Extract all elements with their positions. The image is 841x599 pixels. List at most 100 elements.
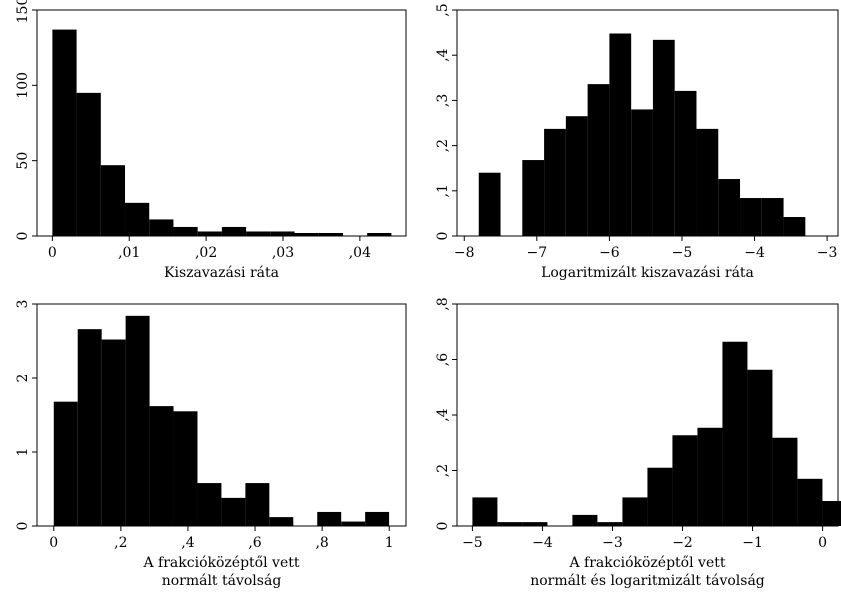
histogram-bar-1	[478, 172, 501, 236]
histogram-bar-15	[783, 217, 806, 236]
x-tick-label: ,04	[349, 245, 371, 261]
histogram-bar-5	[149, 406, 174, 526]
histogram-bar-11	[696, 128, 719, 236]
x-axis-label: normált és logaritmizált távolság	[530, 573, 765, 589]
x-tick-label: −3	[602, 535, 623, 551]
histogram-bar-5	[565, 116, 588, 236]
histogram-bar-7	[609, 33, 632, 236]
x-tick-label: −5	[672, 245, 693, 261]
y-tick-label: 0	[15, 522, 31, 531]
histogram-panel-3: 0 ,2 ,4 ,6 ,8 1 0 1 2 3 A frakcióközéptől vett norm…	[15, 300, 407, 589]
y-tick-label: ,2	[435, 464, 451, 477]
histogram-bar-7	[197, 231, 222, 236]
x-tick-label: −8	[454, 245, 475, 261]
histogram-bar-12	[317, 511, 342, 526]
y-tick-label: 50	[15, 152, 31, 170]
histogram-bar-3	[100, 165, 126, 236]
histogram-bar-9	[245, 483, 270, 526]
y-tick-label: 150	[15, 0, 31, 23]
y-tick-label: ,6	[435, 353, 451, 366]
histogram-bar-9	[246, 231, 271, 236]
x-tick-label: −4	[532, 535, 553, 551]
x-tick-label: 0	[49, 535, 58, 551]
histogram-bar-11	[294, 232, 319, 236]
y-tick-label: ,5	[435, 3, 451, 16]
histogram-bar-6	[173, 226, 198, 236]
x-tick-label: ,6	[248, 535, 261, 551]
histogram-bar-15	[822, 501, 841, 526]
histogram-bar-5	[572, 514, 598, 526]
x-axis-label: Kiszavazási ráta	[164, 265, 279, 281]
histogram-bar-10	[270, 231, 295, 236]
histogram-bar-12	[718, 179, 741, 236]
x-tick-label: ,03	[272, 245, 294, 261]
histogram-bar-8	[631, 109, 653, 236]
histogram-bar-5	[149, 219, 174, 236]
histogram-bar-9	[652, 39, 675, 236]
x-tick-label: −2	[672, 535, 693, 551]
x-tick-label: ,2	[114, 535, 127, 551]
histogram-bar-14	[365, 511, 390, 526]
histogram-bar-6	[597, 522, 623, 526]
histogram-bar-4	[125, 202, 150, 236]
histogram-bar-8	[221, 497, 246, 526]
y-tick-label: ,4	[435, 408, 451, 421]
histogram-bar-10	[697, 427, 723, 526]
x-axis-label: A frakcióközéptől vett	[143, 555, 300, 571]
x-tick-label: −3	[817, 245, 838, 261]
histogram-panel-1: 0 ,01 ,02 ,03 ,04 0 50 100 150 Kiszavazási ráta	[15, 0, 407, 281]
histogram-bar-1	[472, 497, 498, 526]
y-tick-label: ,4	[435, 48, 451, 61]
x-tick-label: 0	[818, 535, 827, 551]
histogram-bar-2	[497, 522, 523, 526]
histogram-bar-13	[740, 198, 762, 236]
x-axis-label: Logaritmizált kiszavazási ráta	[541, 265, 754, 281]
histogram-bar-3	[522, 160, 545, 236]
histogram-panel-2: −8 −7 −6 −5 −4 −3 0 ,1 ,2 ,3 ,4 ,5 Logaritmizált kis…	[435, 3, 839, 281]
x-tick-label: −7	[527, 245, 548, 261]
y-tick-label: 100	[15, 72, 31, 99]
x-tick-label: ,4	[181, 535, 194, 551]
histogram-bar-8	[647, 467, 673, 526]
histogram-bar-14	[797, 478, 823, 526]
histogram-bar-13	[341, 521, 366, 526]
x-tick-label: −5	[462, 535, 483, 551]
x-tick-label: ,02	[195, 245, 217, 261]
x-axis-label: A frakcióközéptől vett	[569, 555, 726, 571]
y-tick-label: 0	[15, 232, 31, 241]
y-tick-label: ,8	[435, 297, 451, 310]
histogram-bar-14	[761, 198, 784, 236]
histogram-bar-13	[772, 437, 798, 526]
y-tick-label: 0	[435, 522, 451, 531]
x-tick-label: −6	[599, 245, 620, 261]
x-axis-label: normált távolság	[162, 573, 282, 589]
x-tick-label: −1	[742, 535, 763, 551]
x-tick-label: −4	[744, 245, 765, 261]
x-tick-label: 1	[385, 535, 394, 551]
histogram-bar-10	[674, 90, 697, 236]
histogram-bar-4	[544, 128, 566, 236]
histogram-bar-9	[672, 435, 698, 526]
histogram-bar-10	[269, 517, 294, 526]
histogram-bar-12	[747, 369, 773, 526]
histogram-bar-3	[522, 522, 548, 526]
histogram-bar-1	[53, 401, 78, 526]
y-tick-label: 1	[15, 448, 31, 457]
histogram-bar-8	[221, 226, 247, 236]
histogram-bar-11	[722, 341, 748, 526]
y-tick-label: 0	[435, 232, 451, 241]
histogram-bar-1	[52, 29, 77, 237]
histogram-bar-14	[367, 232, 392, 236]
histogram-bar-7	[622, 497, 648, 526]
histogram-bar-6	[587, 84, 610, 236]
histogram-bar-2	[76, 92, 101, 237]
histogram-bar-3	[101, 339, 126, 526]
y-tick-label: ,2	[435, 139, 451, 152]
y-tick-label: ,1	[435, 184, 451, 197]
histogram-bar-12	[318, 232, 343, 236]
y-tick-label: ,3	[435, 94, 451, 107]
histogram-bar-7	[197, 483, 222, 526]
x-tick-label: 0	[48, 245, 57, 261]
